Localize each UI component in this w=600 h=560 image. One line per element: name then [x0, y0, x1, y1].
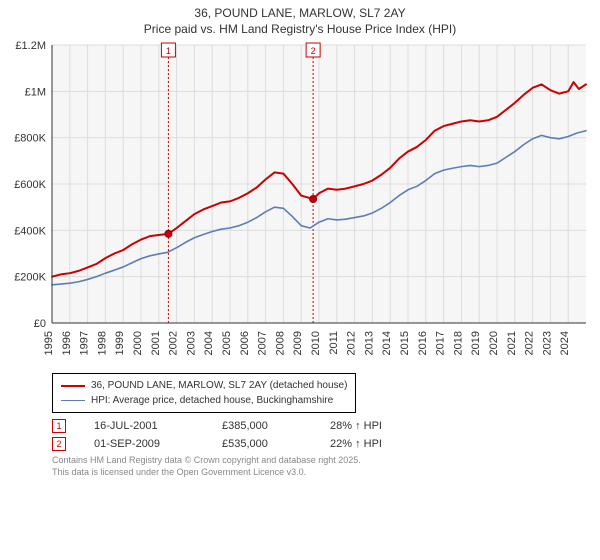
x-tick-label: 1997 [79, 331, 91, 355]
marker-date: 16-JUL-2001 [94, 420, 194, 432]
x-tick-label: 2000 [132, 331, 144, 355]
x-tick-label: 1999 [114, 331, 126, 355]
legend-row: HPI: Average price, detached house, Buck… [61, 393, 347, 408]
x-tick-label: 2020 [488, 331, 500, 355]
legend-swatch [61, 400, 85, 401]
event-marker-badge: 1 [166, 46, 171, 56]
x-tick-label: 2008 [274, 331, 286, 355]
marker-table: 1 16-JUL-2001 £385,000 28% ↑ HPI 2 01-SEP-200… [52, 419, 600, 451]
title-line-2: Price paid vs. HM Land Registry's House … [0, 22, 600, 38]
legend-swatch [61, 385, 85, 387]
x-tick-label: 2005 [221, 331, 233, 355]
x-tick-label: 2001 [150, 331, 162, 355]
marker-date: 01-SEP-2009 [94, 438, 194, 450]
x-tick-label: 2015 [399, 331, 411, 355]
marker-delta: 28% ↑ HPI [330, 420, 382, 432]
x-tick-label: 2011 [328, 331, 340, 355]
x-tick-label: 2018 [452, 331, 464, 355]
legend-label: 36, POUND LANE, MARLOW, SL7 2AY (detache… [91, 378, 347, 393]
sale-marker [165, 230, 172, 237]
chart-container: £0 £200K £400K £600K £800K £1M £1.2M 1995 1996 19… [0, 39, 600, 369]
y-tick-label: £800K [14, 133, 46, 145]
marker-row: 2 01-SEP-2009 £535,000 22% ↑ HPI [52, 437, 600, 451]
event-marker-badge: 2 [311, 46, 316, 56]
x-tick-label: 1998 [96, 331, 108, 355]
x-tick-label: 2016 [417, 331, 429, 355]
x-tick-label: 1995 [43, 331, 55, 355]
marker-badge: 1 [52, 419, 66, 433]
footer-line-2: This data is licensed under the Open Gov… [52, 467, 600, 479]
x-tick-label: 1996 [61, 331, 73, 355]
marker-delta: 22% ↑ HPI [330, 438, 382, 450]
x-tick-label: 2006 [239, 331, 251, 355]
marker-price: £535,000 [222, 438, 302, 450]
footer-attribution: Contains HM Land Registry data © Crown c… [52, 455, 600, 478]
x-tick-label: 2022 [524, 331, 536, 355]
y-tick-label: £400K [14, 226, 46, 238]
marker-badge: 2 [52, 437, 66, 451]
y-tick-label: £200K [14, 272, 46, 284]
footer-line-1: Contains HM Land Registry data © Crown c… [52, 455, 600, 467]
legend-label: HPI: Average price, detached house, Buck… [91, 393, 333, 408]
marker-price: £385,000 [222, 420, 302, 432]
x-tick-label: 2019 [470, 331, 482, 355]
x-tick-label: 2012 [346, 331, 358, 355]
y-tick-label: £600K [14, 179, 46, 191]
x-tick-label: 2007 [257, 331, 269, 355]
legend: 36, POUND LANE, MARLOW, SL7 2AY (detache… [52, 373, 356, 413]
title-line-1: 36, POUND LANE, MARLOW, SL7 2AY [0, 6, 600, 22]
chart-title: 36, POUND LANE, MARLOW, SL7 2AY Price pa… [0, 0, 600, 39]
x-tick-label: 2013 [363, 331, 375, 355]
price-chart: £0 £200K £400K £600K £800K £1M £1.2M 1995 1996 19… [0, 39, 600, 369]
y-tick-label: £1.2M [15, 40, 46, 52]
x-tick-label: 2021 [506, 331, 518, 355]
marker-row: 1 16-JUL-2001 £385,000 28% ↑ HPI [52, 419, 600, 433]
x-tick-label: 2014 [381, 331, 393, 355]
x-tick-label: 2003 [185, 331, 197, 355]
y-tick-label: £1M [25, 87, 46, 99]
x-tick-label: 2024 [559, 331, 571, 355]
x-tick-label: 2010 [310, 331, 322, 355]
x-tick-label: 2017 [435, 331, 447, 355]
legend-row: 36, POUND LANE, MARLOW, SL7 2AY (detache… [61, 378, 347, 393]
x-tick-label: 2009 [292, 331, 304, 355]
y-tick-label: £0 [34, 318, 46, 330]
x-tick-label: 2023 [541, 331, 553, 355]
sale-marker [310, 196, 317, 203]
x-tick-label: 2004 [203, 331, 215, 355]
x-tick-label: 2002 [168, 331, 180, 355]
